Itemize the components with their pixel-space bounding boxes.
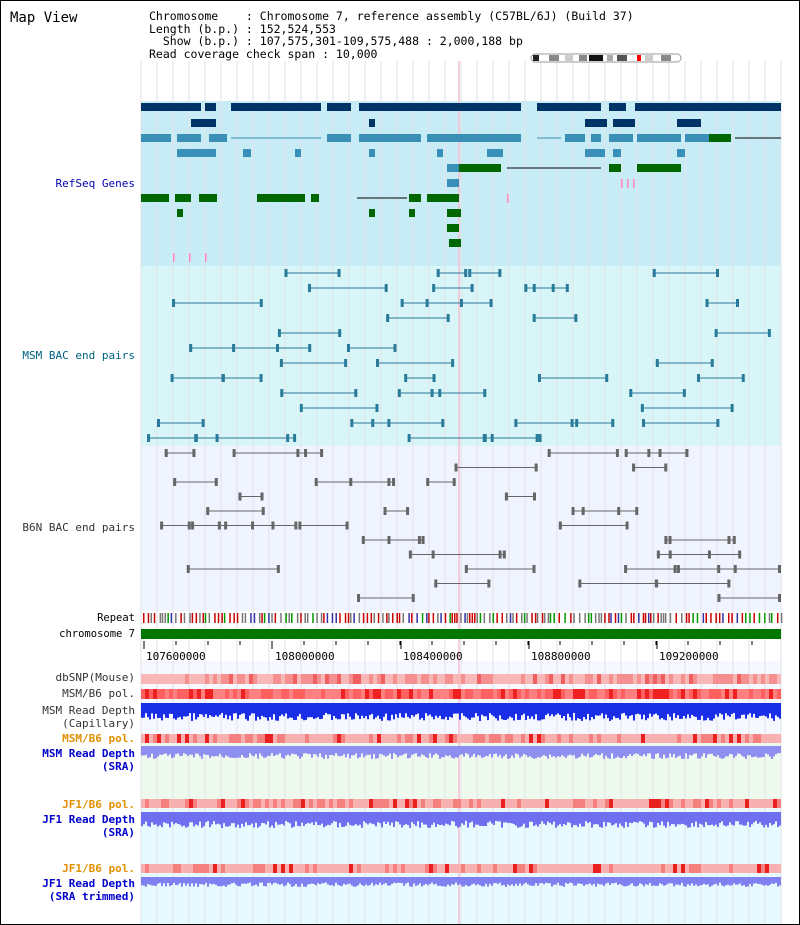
track-label-msm-bac[interactable]: MSM BAC end pairs [22, 349, 135, 362]
track-label-refseq[interactable]: RefSeq Genes [55, 177, 135, 190]
jf1-depth-sra-line2: (SRA) [101, 826, 135, 839]
chromosome-ideogram [531, 54, 681, 62]
msm-depth-sra-line2: (SRA) [101, 760, 135, 773]
track-label-msm-b6-pol-2[interactable]: MSM/B6 pol. [62, 732, 135, 745]
track-label-dbsnp[interactable]: dbSNP(Mouse) [55, 671, 135, 684]
track-label-msm-depth-sra[interactable]: MSM Read Depth (SRA) [42, 747, 135, 773]
msm-depth-capillary-line2: (Capillary) [62, 717, 135, 730]
track-label-msm-b6-pol[interactable]: MSM/B6 pol. [62, 687, 135, 700]
axis-tick-label: 108800000 [531, 650, 591, 663]
axis-tick-label: 108000000 [275, 650, 335, 663]
axis-tick-label: 107600000 [146, 650, 206, 663]
track-label-jf1-b6-pol[interactable]: JF1/B6 pol. [62, 798, 135, 811]
track-label-jf1-depth-trimmed[interactable]: JF1 Read Depth (SRA trimmed) [42, 877, 135, 903]
track-label-chromosome: chromosome 7 [59, 628, 135, 640]
page-title: Map View [10, 10, 78, 26]
jf1-depth-trimmed-line1: JF1 Read Depth [42, 877, 135, 890]
track-label-jf1-depth-sra[interactable]: JF1 Read Depth (SRA) [42, 813, 135, 839]
length-info: Length (b.p.) : 152,524,553 [149, 21, 336, 36]
axis-tick-label: 108400000 [403, 650, 463, 663]
track-label-jf1-b6-pol-2[interactable]: JF1/B6 pol. [62, 862, 135, 875]
track-label-b6n-bac[interactable]: B6N BAC end pairs [22, 521, 135, 534]
chromosome-bar [141, 629, 781, 639]
track-label-msm-depth-capillary[interactable]: MSM Read Depth (Capillary) [42, 704, 135, 730]
track-label-repeat[interactable]: Repeat [97, 612, 135, 624]
show-range-info: Show (b.p.) : 107,575,301-109,575,488 : … [149, 34, 523, 48]
msm-depth-capillary-line1: MSM Read Depth [42, 704, 135, 717]
chromosome-info: Chromosome : Chromosome 7, reference ass… [149, 9, 634, 23]
region-info: Chromosome : Chromosome 7, reference ass… [149, 10, 634, 60]
jf1-depth-sra-line1: JF1 Read Depth [42, 813, 135, 826]
axis-tick-label: 109200000 [659, 650, 719, 663]
jf1-depth-trimmed-line2: (SRA trimmed) [48, 890, 135, 903]
msm-depth-sra-line1: MSM Read Depth [42, 747, 135, 760]
coverage-span-info: Read coverage check span : 10,000 [149, 46, 378, 61]
